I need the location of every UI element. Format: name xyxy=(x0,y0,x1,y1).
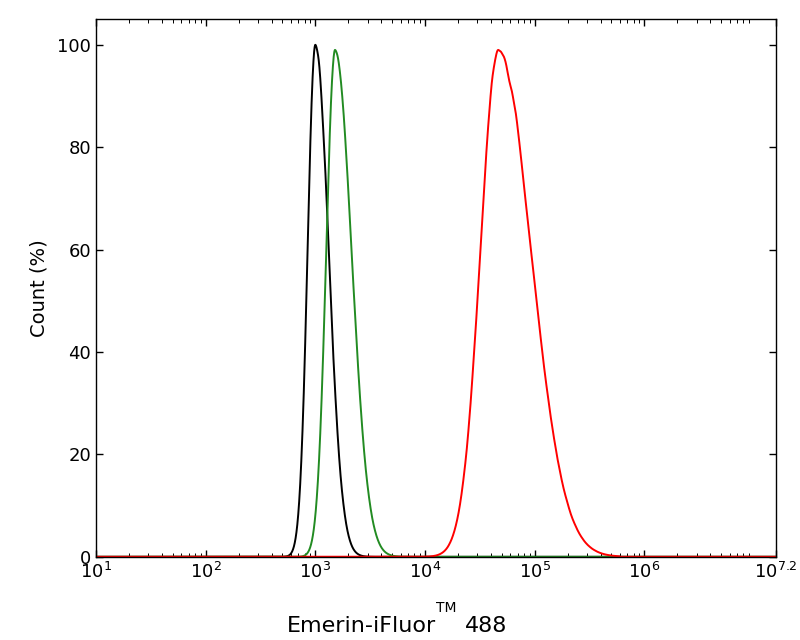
Y-axis label: Count (%): Count (%) xyxy=(30,239,49,337)
Text: 488: 488 xyxy=(465,616,507,636)
Text: TM: TM xyxy=(436,602,457,616)
Text: Emerin-iFluor: Emerin-iFluor xyxy=(286,616,436,636)
